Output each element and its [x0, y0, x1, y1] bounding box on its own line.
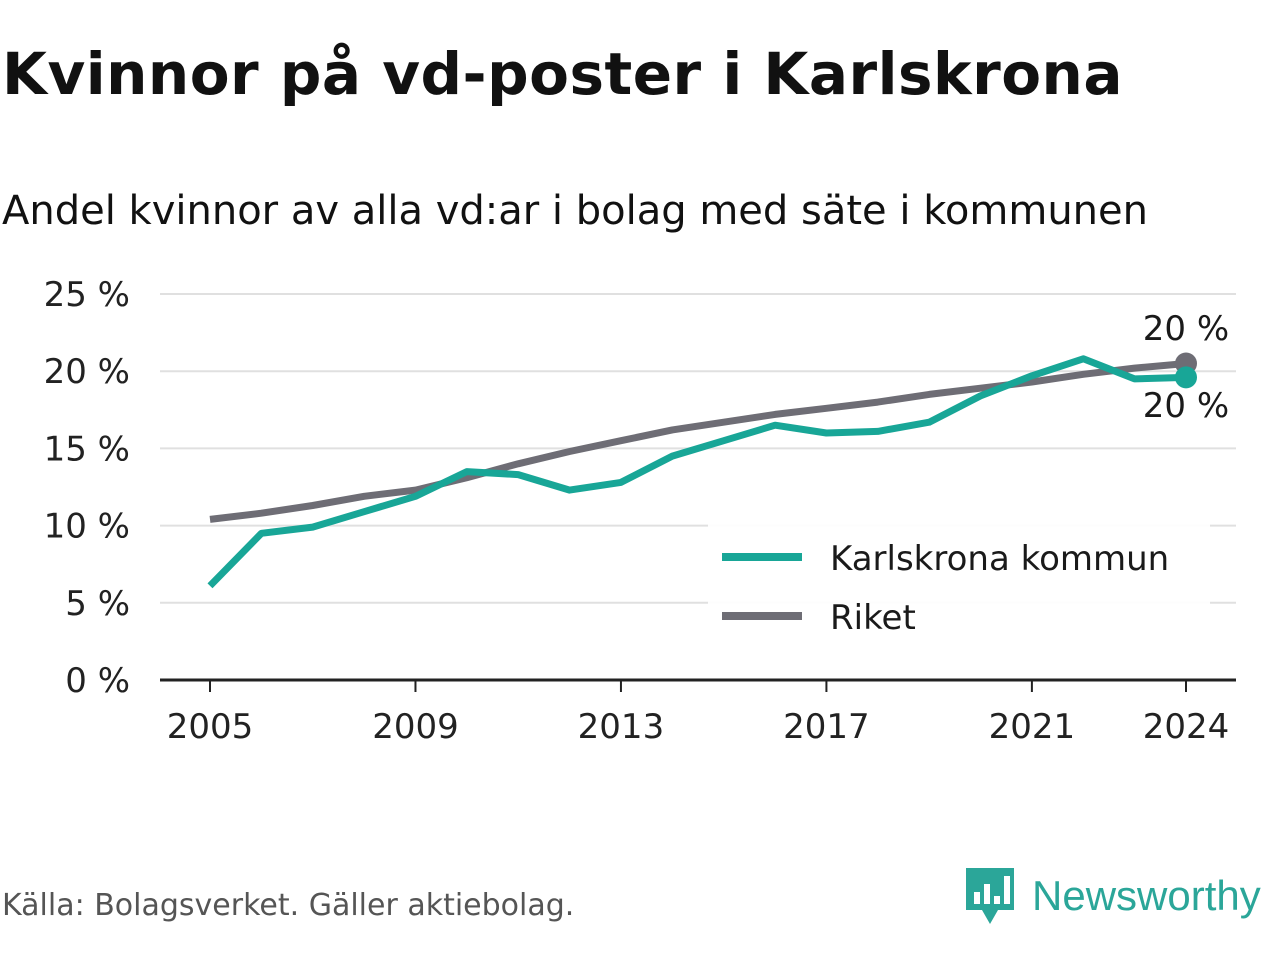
legend-background: [708, 524, 1210, 652]
legend: Karlskrona kommun Riket: [708, 524, 1210, 652]
chart-title: Kvinnor på vd-poster i Karlskrona: [2, 40, 1123, 108]
y-tick-label: 25 %: [44, 275, 130, 315]
x-tick-label: 2013: [578, 707, 665, 747]
series-lines: [207, 355, 1187, 589]
x-axis: 2005 2009 2013 2017 2021 2024: [160, 678, 1236, 747]
brand-logo: Newsworthy: [964, 864, 1261, 928]
x-tick-label: 2024: [1143, 707, 1230, 747]
x-tick-label: 2021: [989, 707, 1076, 747]
y-tick-label: 0 %: [65, 661, 130, 701]
newsworthy-logo-icon: [966, 868, 1014, 924]
legend-label-riket: Riket: [830, 598, 916, 638]
y-axis-tick-labels: 0 % 5 % 10 % 15 % 20 % 25 %: [44, 275, 130, 701]
y-tick-label: 5 %: [65, 584, 130, 624]
series-line-karlskrona: [207, 355, 1187, 589]
source-note: Källa: Bolagsverket. Gäller aktiebolag.: [2, 888, 575, 923]
x-tick-label: 2005: [167, 707, 254, 747]
series-line-riket: [209, 360, 1187, 523]
chart-subtitle: Andel kvinnor av alla vd:ar i bolag med …: [2, 188, 1148, 234]
legend-label-karlskrona: Karlskrona kommun: [830, 539, 1169, 579]
y-tick-label: 15 %: [44, 429, 130, 469]
end-label-karlskrona: 20 %: [1143, 386, 1229, 426]
brand-name: Newsworthy: [1032, 872, 1261, 919]
end-label-riket: 20 %: [1143, 309, 1229, 349]
y-tick-label: 10 %: [44, 507, 130, 547]
x-tick-label: 2017: [783, 707, 870, 747]
y-tick-label: 20 %: [44, 352, 130, 392]
end-markers: [1175, 352, 1197, 389]
x-tick-label: 2009: [372, 707, 459, 747]
end-point-karlskrona: [1175, 366, 1197, 389]
